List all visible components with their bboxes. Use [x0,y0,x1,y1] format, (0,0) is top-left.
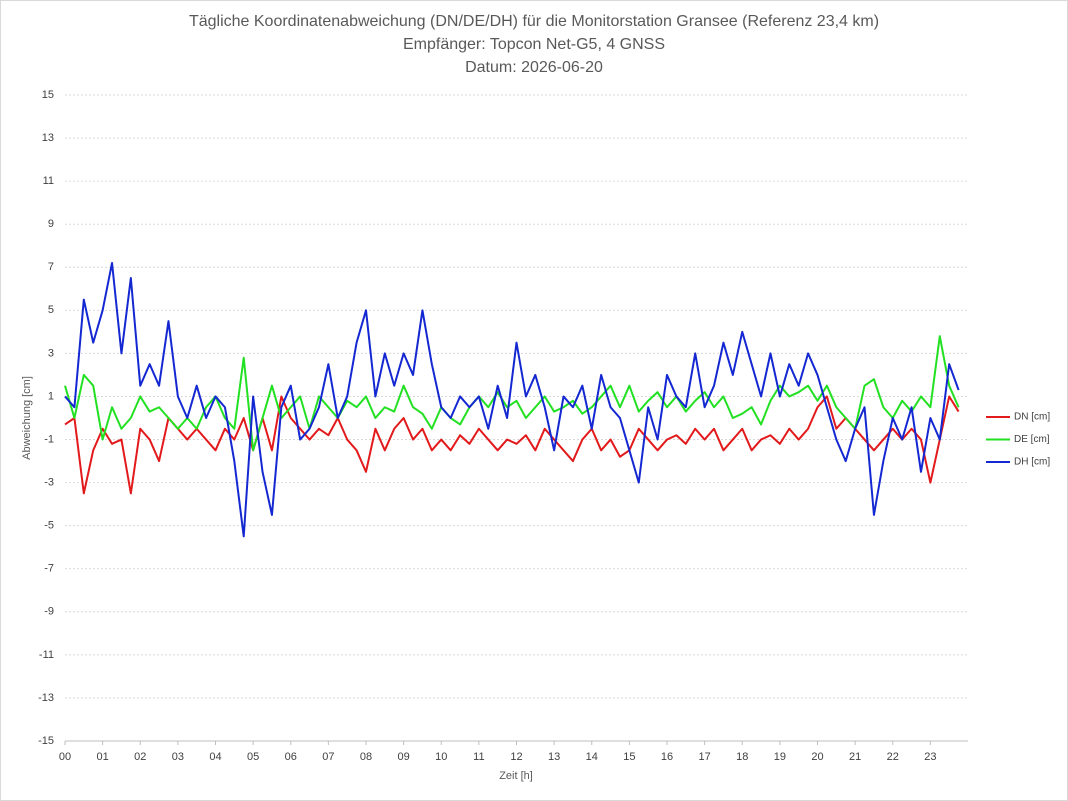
x-tick-label: 16 [661,751,673,763]
legend-label: DH [cm] [1014,457,1050,468]
x-tick-label: 11 [473,751,484,763]
y-tick-label: 3 [48,347,54,359]
x-tick-label: 03 [172,751,184,763]
y-tick-label: 1 [48,390,54,402]
y-tick-label: 15 [42,89,54,101]
y-tick-label: 7 [48,261,54,273]
series-line [64,261,960,538]
x-tick-label: 21 [849,751,861,763]
y-tick-label: -5 [44,520,54,532]
x-tick-label: 02 [134,751,146,763]
x-tick-label: 01 [97,751,109,763]
x-tick-label: 14 [586,751,598,763]
x-tick-label: 06 [285,751,297,763]
x-tick-label: 12 [510,751,522,763]
x-tick-label: 05 [247,751,259,763]
x-axis-label: Zeit [h] [499,770,533,782]
x-tick-label: 17 [699,751,711,763]
legend-label: DN [cm] [1014,412,1050,423]
legend: DN [cm] DE [cm] DH [cm] [986,412,1050,468]
x-tick-label: 19 [774,751,786,763]
chart-subtitle: Datum: 2026-06-20 [465,59,603,76]
plot-area [64,261,960,538]
y-tick-label: 9 [48,218,54,230]
x-tick-label: 18 [736,751,748,763]
x-tick-label: 08 [360,751,372,763]
x-tick-label: 15 [623,751,635,763]
y-tick-label: -9 [44,606,54,618]
x-tick-label: 04 [209,751,221,763]
y-tick-label: -3 [44,477,54,489]
x-tick-label: 22 [887,751,899,763]
y-tick-label: -13 [38,692,54,704]
x-tick-label: 09 [398,751,410,763]
y-tick-label: 11 [43,175,54,187]
chart-title: Tägliche Koordinatenabweichung (DN/DE/DH… [189,13,879,30]
chart-subtitle: Empfänger: Topcon Net-G5, 4 GNSS [403,36,665,53]
y-tick-label: 5 [48,304,54,316]
y-tick-label: -1 [44,433,54,445]
x-tick-label: 13 [548,751,560,763]
legend-label: DE [cm] [1014,434,1050,445]
y-tick-label: -7 [44,563,54,575]
x-tick-label: 00 [59,751,71,763]
y-tick-label: -11 [39,649,54,661]
y-tick-label: 13 [42,132,54,144]
x-tick-label: 07 [322,751,334,763]
y-axis-label: Abweichung [cm] [21,376,33,460]
x-tick-label: 23 [924,751,936,763]
y-tick-label: -15 [38,735,54,747]
series-line [64,395,960,495]
x-tick-label: 20 [811,751,823,763]
x-tick-label: 10 [435,751,447,763]
